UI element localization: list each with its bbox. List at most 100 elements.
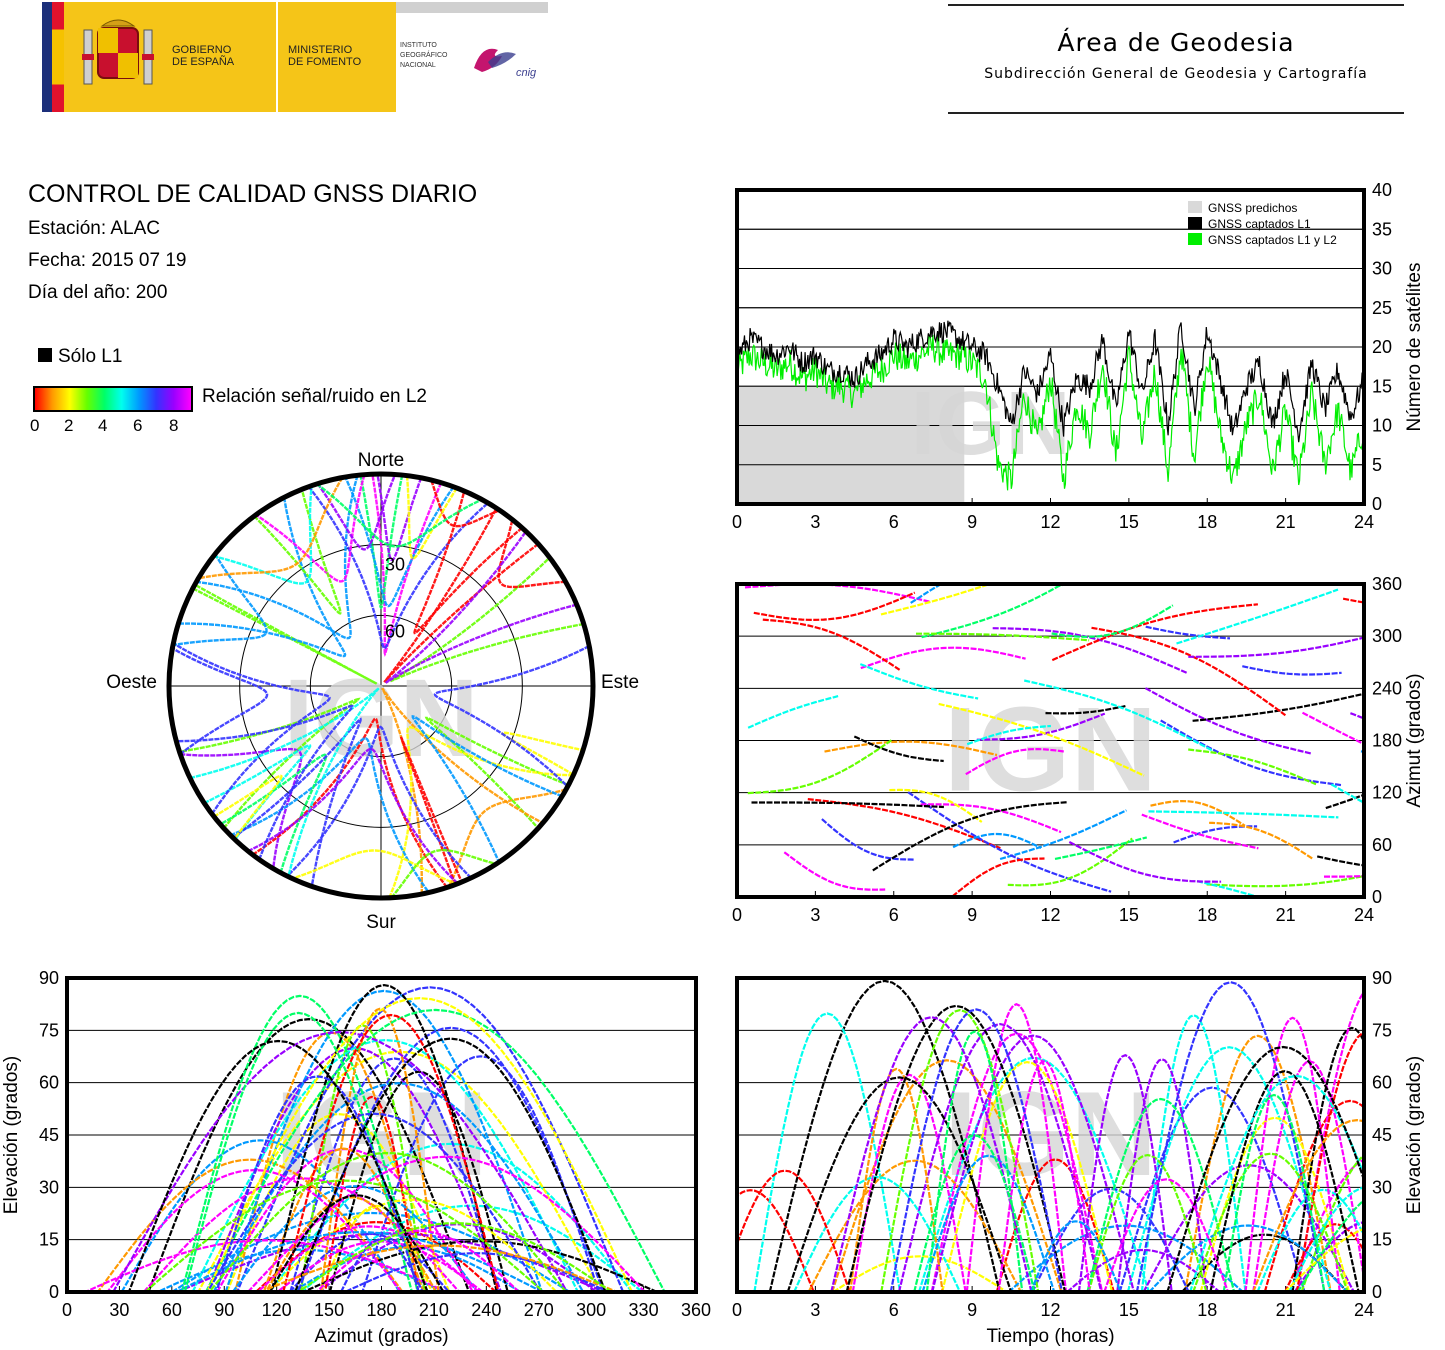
satellite-track: [381, 687, 544, 894]
satellite-track: [229, 737, 430, 894]
satellite-track: [1192, 692, 1364, 722]
satellite-track: [737, 1189, 815, 1292]
satellite-track: [376, 473, 423, 562]
satellite-track: [1142, 1164, 1355, 1292]
satellite-track: [252, 717, 448, 889]
satellite-track: [231, 1185, 479, 1292]
x-tick-label: 150: [314, 1300, 344, 1320]
satellite-track: [807, 1159, 1022, 1292]
satellite-track: [1295, 1031, 1364, 1292]
snr-tick-4: 4: [98, 416, 108, 435]
y-tick-label: 0: [1372, 494, 1382, 514]
satellite-track: [747, 738, 893, 795]
satellite-track: [297, 1222, 613, 1292]
satellite-track: [860, 646, 1026, 670]
ministry-text-2: DE FOMENTO: [288, 56, 362, 68]
satellite-track: [747, 695, 839, 729]
satellite-track: [224, 989, 544, 1292]
x-tick-label: 18: [1197, 512, 1217, 532]
satellite-track: [196, 474, 359, 640]
satellite-track: [1103, 1178, 1230, 1292]
y-tick-label: 0: [1372, 1282, 1382, 1302]
x-tick-label: 6: [889, 905, 899, 925]
label-north: Norte: [358, 450, 404, 471]
satellite-track: [1263, 1099, 1364, 1292]
satellite-track: [144, 1179, 545, 1292]
legend-label: GNSS captados L1 y L2: [1208, 233, 1337, 247]
satellite-track: [315, 1229, 520, 1292]
satellite-track: [845, 1004, 1067, 1292]
x-tick-label: 6: [889, 1300, 899, 1320]
satellite-track: [361, 1055, 600, 1292]
satellite-track: [1360, 750, 1364, 754]
satellite-track: [1054, 836, 1148, 860]
satellite-track: [1045, 705, 1126, 715]
satellite-track: [913, 1134, 1036, 1292]
satellite-track: [320, 1007, 440, 1292]
snr-tick-0: 0: [30, 416, 40, 435]
logo-divider: [276, 2, 278, 112]
x-tick-label: 0: [732, 905, 742, 925]
x-tick-label: 180: [366, 1300, 396, 1320]
satellite-track: [920, 803, 1062, 834]
satellite-track: [938, 702, 1145, 777]
satellite-track: [1051, 603, 1259, 662]
y-tick-label: 180: [1372, 731, 1402, 751]
satellite-track: [1209, 821, 1315, 861]
satellite-track: [1126, 1046, 1332, 1292]
y-tick-label: 360: [1372, 574, 1402, 594]
satellite-track: [390, 848, 497, 899]
satellite-track: [344, 1252, 609, 1292]
satellite-track: [1316, 855, 1364, 867]
satellite-track: [832, 1255, 1008, 1292]
satellite-track: [1324, 874, 1364, 878]
satellite-track: [921, 1154, 1056, 1292]
x-tick-label: 90: [214, 1300, 234, 1320]
x-tick-label: 0: [732, 512, 742, 532]
satellite-track: [180, 747, 303, 869]
satellite-track: [1029, 1220, 1122, 1292]
satellite-track: [762, 618, 901, 671]
satellite-track: [430, 479, 500, 528]
satellite-track: [880, 584, 1023, 616]
satellite-track: [1209, 1070, 1360, 1292]
satellite-track: [952, 832, 1042, 849]
logo-grey-strip: [396, 2, 548, 13]
satellite-track: [1141, 813, 1259, 850]
satellite-track: [917, 1056, 1150, 1292]
y-tick-label: 60: [1372, 1073, 1392, 1093]
satellite-track: [1116, 1058, 1208, 1292]
satellite-track: [84, 1239, 448, 1292]
x-tick-label: 3: [810, 1300, 820, 1320]
legend-swatch: [1188, 233, 1202, 245]
elevation-azimuth-chart: 0 30 60 90 120 150 180 210 240 270 300 330 360 0 15 30 4…: [1, 968, 711, 1347]
doy-text: Día del año: 200: [28, 282, 168, 303]
satellite-track: [340, 1237, 424, 1292]
ign-text-2: GEOGRÁFICO: [400, 52, 448, 59]
y-tick-label: 35: [1372, 219, 1392, 239]
satellite-track: [1007, 1224, 1244, 1292]
satellite-track: [1173, 825, 1258, 844]
x-tick-label: 120: [262, 1300, 292, 1320]
snr-label: Relación señal/ruido en L2: [202, 386, 427, 407]
satellite-track: [1023, 679, 1214, 752]
legend-label: GNSS predichos: [1208, 201, 1297, 215]
satellite-track: [1166, 1045, 1364, 1292]
ring-label-60: 60: [385, 621, 405, 641]
y-tick-label: 15: [1372, 376, 1392, 396]
x-tick-label: 12: [1040, 512, 1060, 532]
satellite-track: [294, 1037, 607, 1292]
y-tick-label: 10: [1372, 416, 1392, 436]
plot-border: [735, 582, 1366, 899]
x-tick-label: 24: [1354, 1300, 1374, 1320]
satellite-track: [737, 1169, 851, 1292]
satellite-track: [1206, 874, 1364, 888]
y-tick-label: 25: [1372, 298, 1392, 318]
satellite-track: [247, 747, 459, 885]
satellite-track: [916, 632, 1090, 642]
satellite-track: [180, 994, 419, 1292]
snr-tick-6: 6: [133, 416, 143, 435]
satellite-track: [219, 753, 328, 874]
